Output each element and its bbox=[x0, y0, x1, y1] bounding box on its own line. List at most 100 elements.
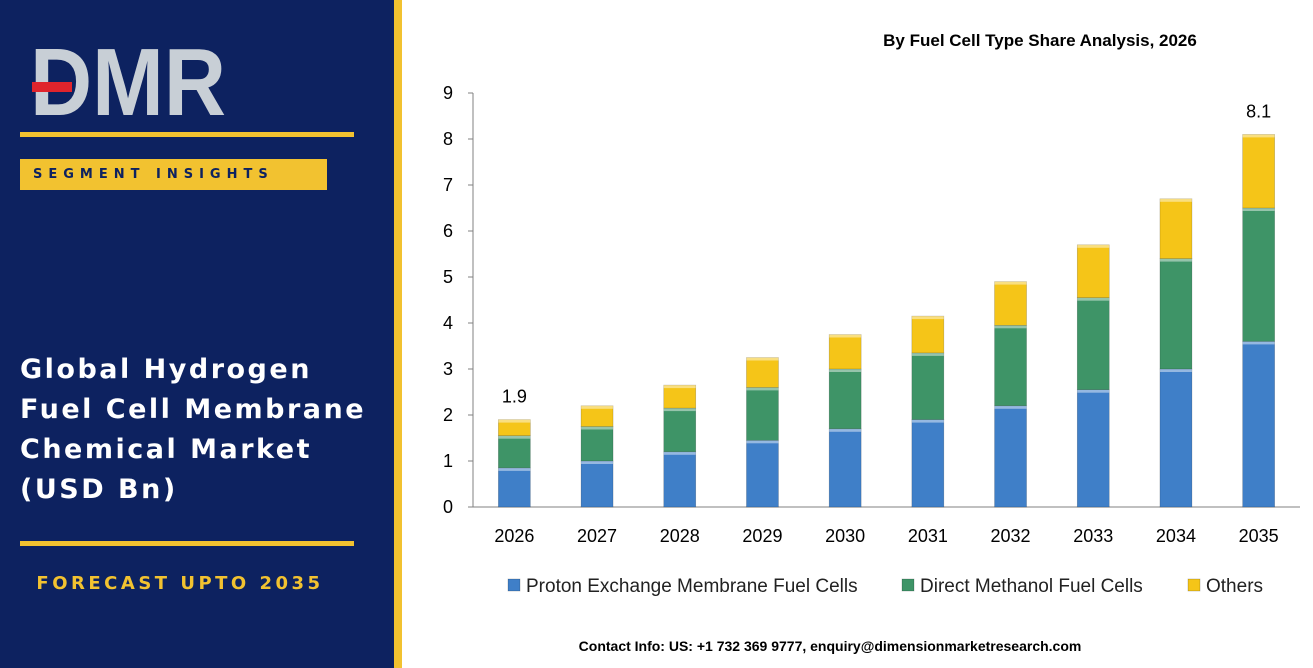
y-tick-label: 6 bbox=[443, 221, 453, 241]
x-tick-label: 2035 bbox=[1239, 526, 1279, 546]
x-tick-label: 2032 bbox=[991, 526, 1031, 546]
bar-segment-2028-2 bbox=[663, 384, 697, 409]
bar-segment-highlight bbox=[581, 405, 614, 409]
bar-segment-2029-1 bbox=[746, 387, 779, 441]
bar-segment-highlight bbox=[746, 440, 779, 444]
bar-segment-2030-0 bbox=[828, 428, 862, 508]
chart-title: By Fuel Cell Type Share Analysis, 2026 bbox=[883, 31, 1197, 50]
bar-segment-2034-1 bbox=[1159, 258, 1193, 370]
bar-segment-highlight bbox=[663, 451, 696, 455]
bar-segment-2027-2 bbox=[580, 405, 614, 427]
bar-segment-2026-0 bbox=[498, 467, 531, 508]
segment-insights-badge: SEGMENT INSIGHTS bbox=[20, 159, 327, 190]
bar-segment-2031-1 bbox=[911, 352, 945, 420]
x-tick-label: 2029 bbox=[742, 526, 782, 546]
bar-segment-2032-1 bbox=[994, 324, 1027, 407]
x-tick-label: 2033 bbox=[1073, 526, 1113, 546]
top-gold-line bbox=[20, 132, 354, 137]
legend-swatch bbox=[901, 578, 915, 592]
y-tick-label: 7 bbox=[443, 175, 453, 195]
y-tick-label: 4 bbox=[443, 313, 453, 333]
bar-segment-highlight bbox=[829, 428, 862, 432]
bar-segment-2035-0 bbox=[1242, 341, 1275, 508]
bar-segment-highlight bbox=[746, 357, 779, 361]
x-tick-label: 2030 bbox=[825, 526, 865, 546]
y-tick-label: 5 bbox=[443, 267, 453, 287]
divider-strip bbox=[394, 0, 402, 668]
bar-segment-highlight bbox=[1159, 258, 1192, 262]
bar-segment-highlight bbox=[1159, 198, 1192, 202]
bar-segment-2026-1 bbox=[498, 435, 531, 469]
bar-segment-2031-2 bbox=[911, 315, 945, 354]
bar-segment-2033-0 bbox=[1076, 389, 1110, 508]
bar-segment-highlight bbox=[581, 461, 614, 464]
y-tick-label: 2 bbox=[443, 405, 453, 425]
x-tick-label: 2034 bbox=[1156, 526, 1196, 546]
bar-segment-highlight bbox=[911, 419, 944, 423]
bar-segment-highlight bbox=[994, 405, 1027, 409]
bar-segment-2032-2 bbox=[994, 281, 1027, 326]
bar-segment-highlight bbox=[994, 281, 1027, 285]
legend-swatch bbox=[1187, 578, 1201, 592]
y-tick-label: 8 bbox=[443, 129, 453, 149]
bar-segment-highlight bbox=[663, 385, 696, 389]
forecast-label: FORECAST UPTO 2035 bbox=[36, 573, 324, 594]
market-title-line-3: Chemical Market bbox=[20, 434, 312, 465]
bar-segment-2030-2 bbox=[828, 334, 862, 370]
bar-segment-highlight bbox=[1242, 341, 1275, 345]
bar-segment-highlight bbox=[1242, 208, 1275, 211]
data-label-total: 1.9 bbox=[502, 387, 527, 407]
bar-segment-highlight bbox=[829, 369, 862, 372]
legend-swatch bbox=[507, 578, 521, 592]
bar-segment-highlight bbox=[746, 387, 779, 391]
bar-segment-highlight bbox=[1077, 244, 1110, 248]
bar-segment-2034-2 bbox=[1159, 198, 1193, 259]
bar-segment-highlight bbox=[911, 316, 944, 320]
bar-segment-highlight bbox=[663, 408, 696, 412]
y-tick-label: 1 bbox=[443, 451, 453, 471]
market-title: Global Hydrogen Fuel Cell Membrane Chemi… bbox=[20, 350, 385, 510]
y-tick-label: 3 bbox=[443, 359, 453, 379]
bar-segment-2027-1 bbox=[580, 426, 614, 462]
market-title-line-4: (USD Bn) bbox=[20, 474, 178, 505]
x-tick-label: 2027 bbox=[577, 526, 617, 546]
bar-segment-2032-0 bbox=[994, 405, 1027, 508]
bar-segment-highlight bbox=[1077, 389, 1110, 393]
bar-segment-highlight bbox=[1077, 297, 1110, 301]
x-tick-label: 2031 bbox=[908, 526, 948, 546]
bar-segment-highlight bbox=[498, 467, 531, 471]
bar-segment-2026-2 bbox=[498, 419, 531, 437]
sidebar-panel: DMR bbox=[0, 0, 394, 668]
bar-segment-2033-1 bbox=[1076, 297, 1110, 391]
bar-segment-highlight bbox=[829, 334, 862, 338]
bar-segment-highlight bbox=[498, 435, 531, 439]
data-label-total: 8.1 bbox=[1246, 101, 1271, 121]
bar-segment-2029-2 bbox=[746, 357, 779, 388]
bar-segment-2029-0 bbox=[746, 439, 779, 508]
bar-segment-2035-2 bbox=[1242, 134, 1275, 209]
bottom-gold-line bbox=[20, 541, 354, 546]
bar-segment-highlight bbox=[1159, 369, 1192, 372]
bar-segment-highlight bbox=[1242, 134, 1275, 138]
bar-segment-2033-2 bbox=[1076, 244, 1110, 299]
bar-segment-highlight bbox=[994, 325, 1027, 329]
logo-text: DMR bbox=[30, 38, 226, 120]
dmr-logo: DMR bbox=[30, 38, 226, 120]
legend-label: Direct Methanol Fuel Cells bbox=[920, 576, 1143, 597]
x-tick-label: 2028 bbox=[660, 526, 700, 546]
bar-segment-2027-0 bbox=[580, 460, 614, 508]
x-tick-label: 2026 bbox=[494, 526, 534, 546]
bar-segment-2035-1 bbox=[1242, 207, 1275, 342]
y-tick-label: 9 bbox=[443, 83, 453, 103]
market-title-line-1: Global Hydrogen bbox=[20, 354, 312, 385]
bar-segment-2030-1 bbox=[828, 368, 862, 430]
legend-label: Proton Exchange Membrane Fuel Cells bbox=[526, 576, 858, 597]
contact-info: Contact Info: US: +1 732 369 9777, enqui… bbox=[578, 638, 1082, 654]
bar-segment-2034-0 bbox=[1159, 368, 1193, 508]
market-title-line-2: Fuel Cell Membrane bbox=[20, 394, 367, 425]
bar-segment-highlight bbox=[581, 426, 614, 430]
bar-segment-2028-0 bbox=[663, 451, 697, 508]
bar-segment-2031-0 bbox=[911, 419, 945, 508]
bar-segment-2028-1 bbox=[663, 407, 697, 453]
